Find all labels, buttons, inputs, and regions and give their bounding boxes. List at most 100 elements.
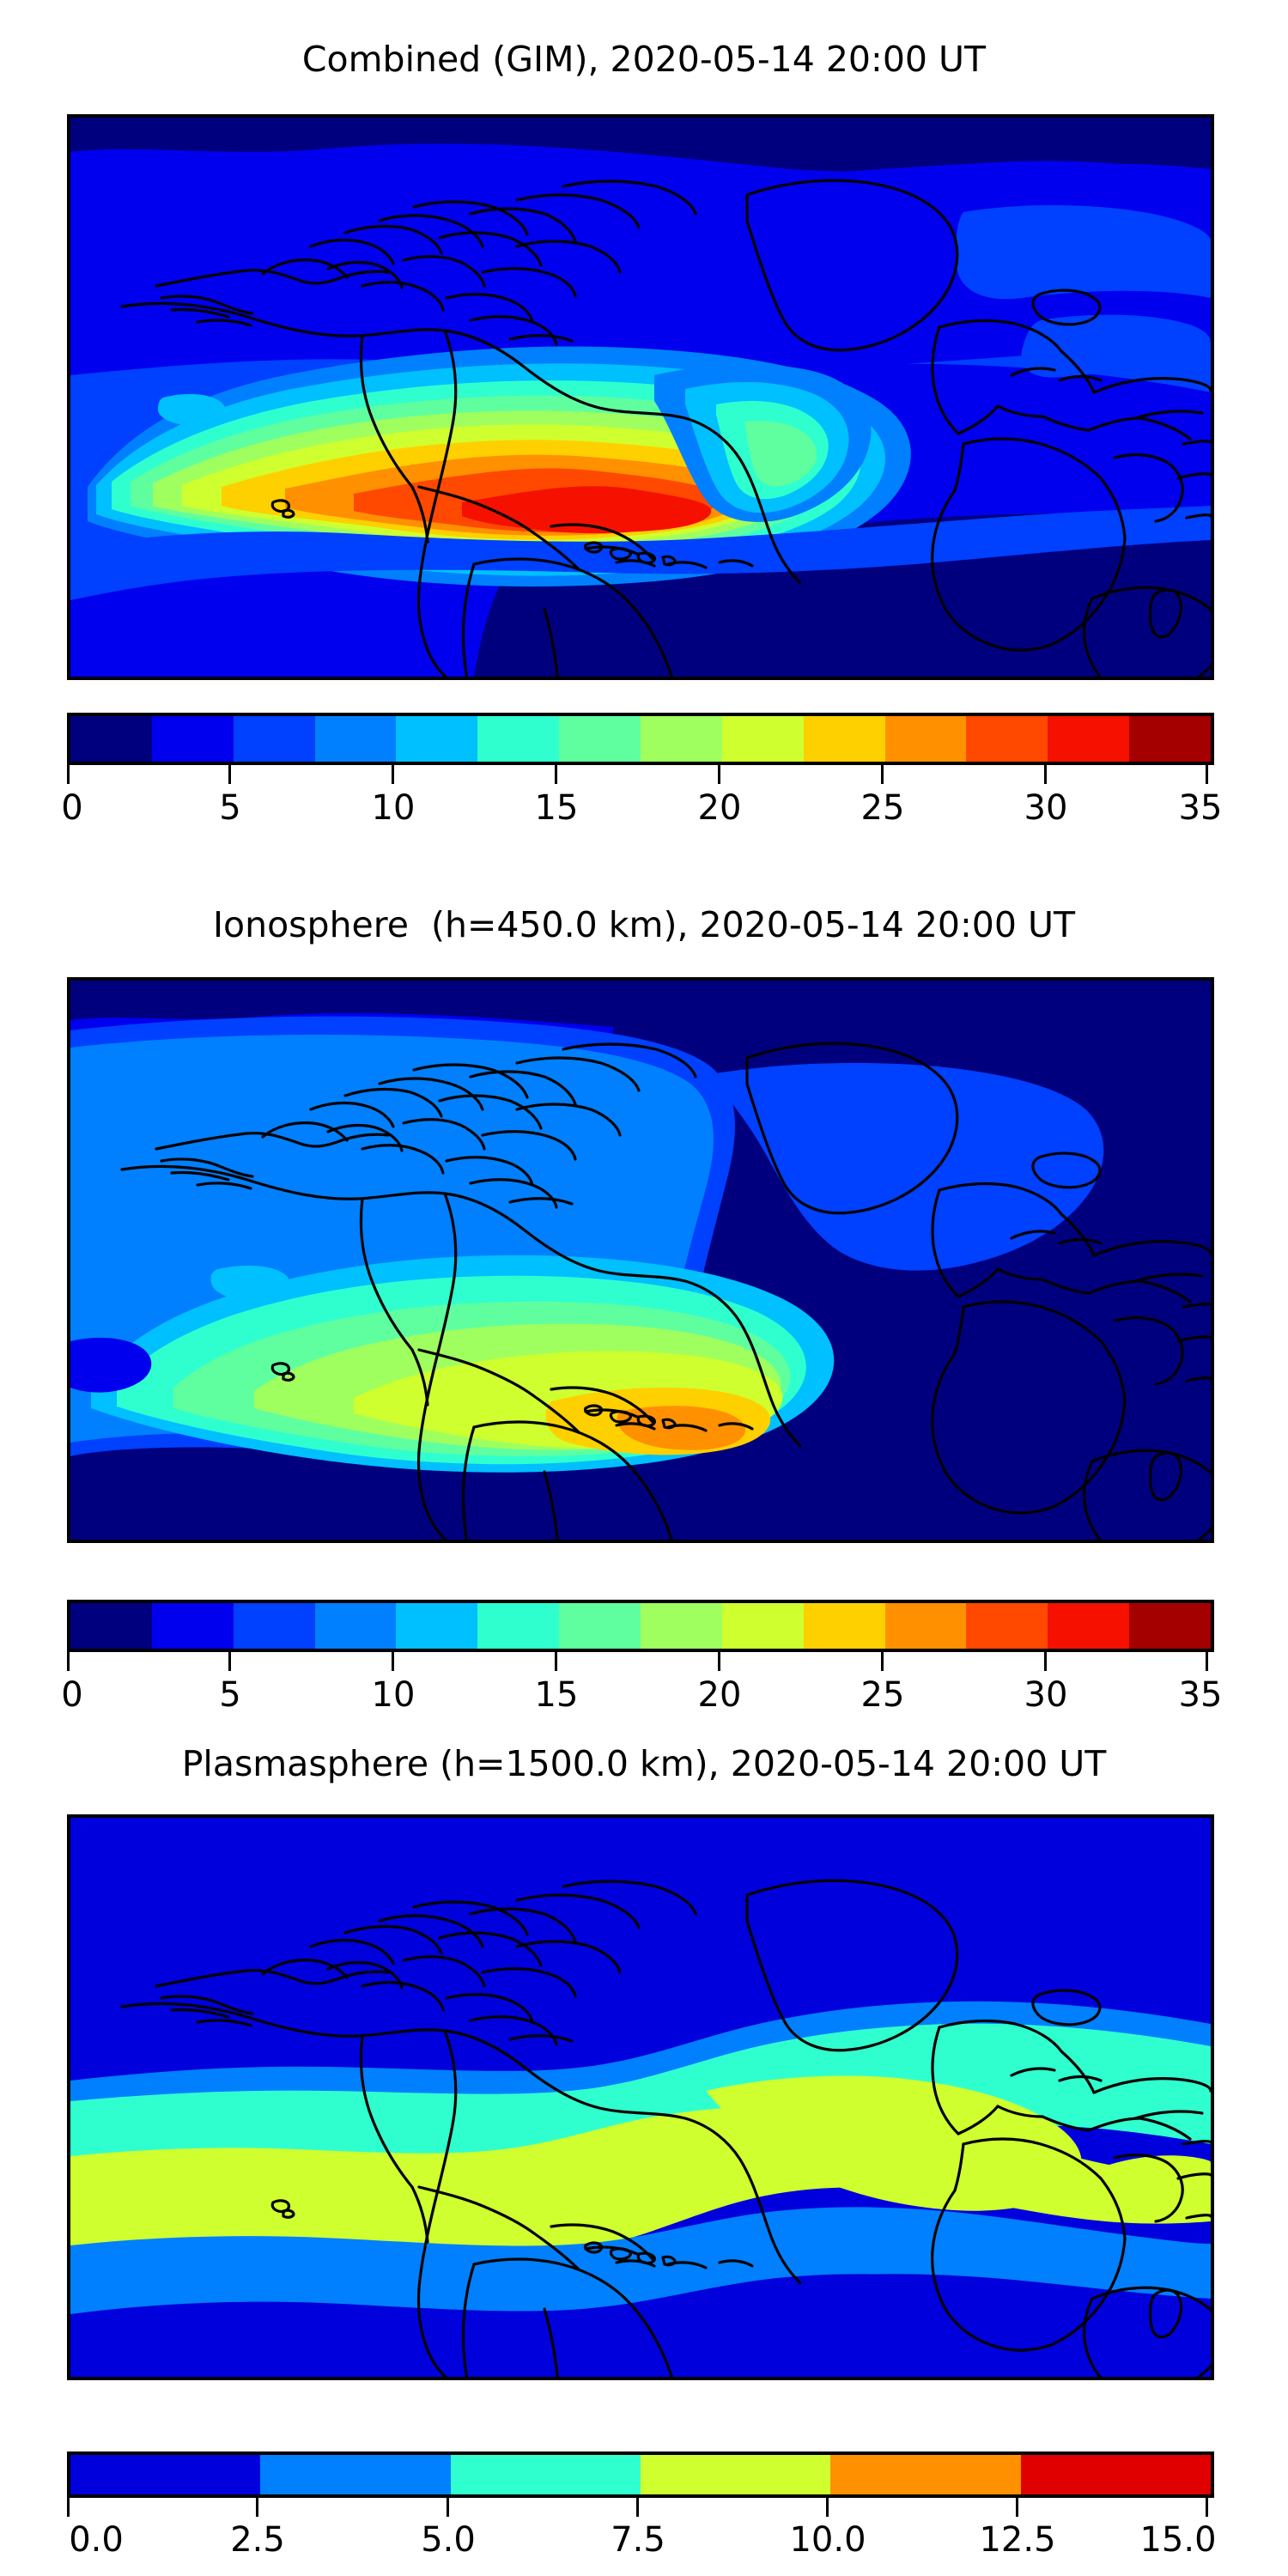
- tick-mark: [718, 765, 720, 784]
- coastlines-layer: [120, 1879, 1211, 2377]
- colorbar-segment: [641, 1603, 722, 1649]
- tick-mark: [555, 765, 557, 784]
- tick-label: 30: [1024, 788, 1068, 828]
- colorbar-segment: [70, 716, 152, 762]
- colorbar-segment: [559, 716, 641, 762]
- coastlines-layer: [120, 1042, 1211, 1540]
- tick-mark: [447, 2498, 449, 2517]
- colorbar-segment: [151, 716, 234, 762]
- tick-mark: [718, 1652, 720, 1671]
- tick-mark: [67, 2498, 70, 2517]
- colorbar-segment: [396, 1603, 478, 1649]
- tick-label: 5.0: [421, 2520, 476, 2560]
- colorbar-ticks-plasmasphere: 0.0 2.5 5.0 7.5 10.0 12.5 15.0: [67, 2451, 1217, 2576]
- tick-mark: [1044, 765, 1047, 784]
- panel-combined-gim: Combined (GIM), 2020-05-14 20:00 UT: [0, 0, 1288, 859]
- colorbar-segment: [641, 716, 722, 762]
- colorbar-segment: [1048, 1603, 1130, 1649]
- tick-label: 35: [1178, 1675, 1223, 1715]
- map-combined-gim: [67, 114, 1214, 680]
- colorbar-segment: [830, 2455, 1021, 2494]
- tick-label: 0: [61, 1675, 83, 1715]
- tick-mark: [826, 2498, 829, 2517]
- colorbar-segment: [721, 716, 804, 762]
- colorbar-combined: [67, 713, 1214, 765]
- tick-label: 20: [697, 788, 742, 828]
- colorbar-segment: [640, 2455, 831, 2494]
- tick-label: 15: [534, 1675, 579, 1715]
- colorbar-segment: [233, 1603, 315, 1649]
- tick-label: 12.5: [979, 2520, 1056, 2560]
- panel-plasmasphere: Plasmasphere (h=1500.0 km), 2020-05-14 2…: [0, 1726, 1288, 2576]
- tick-label: 10: [371, 788, 416, 828]
- tick-mark: [1016, 2498, 1018, 2517]
- tick-mark: [1206, 2498, 1208, 2517]
- colorbar-ionosphere: [67, 1600, 1214, 1652]
- tick-label: 10: [371, 1675, 416, 1715]
- map-svg-plasmasphere: [70, 1818, 1211, 2377]
- colorbar-segment: [1129, 1603, 1211, 1649]
- colorbar-ticks-combined: 0 5 10 15 20 25 30 35: [61, 713, 1222, 850]
- colorbar-segment: [966, 1603, 1048, 1649]
- tick-label: 5: [219, 788, 241, 828]
- tick-mark: [67, 765, 70, 784]
- colorbar-wrap-combined: 0 5 10 15 20 25 30 35: [61, 713, 1222, 850]
- colorbar-wrap-plasmasphere: 0.0 2.5 5.0 7.5 10.0 12.5 15.0: [67, 2451, 1217, 2576]
- tick-mark: [1206, 765, 1208, 784]
- tick-label: 0: [61, 788, 83, 828]
- coastlines-layer: [120, 179, 1211, 677]
- tick-mark: [555, 1652, 557, 1671]
- colorbar-segment: [884, 716, 967, 762]
- colorbar-segment: [151, 1603, 234, 1649]
- tick-label: 2.5: [230, 2520, 285, 2560]
- tick-mark: [228, 765, 231, 784]
- tick-label: 0.0: [69, 2520, 124, 2560]
- tick-label: 7.5: [611, 2520, 665, 2560]
- tick-mark: [256, 2498, 258, 2517]
- map-svg-combined: [70, 118, 1211, 677]
- tick-mark: [67, 1652, 70, 1671]
- tick-mark: [392, 765, 394, 784]
- colorbar-segment: [803, 716, 885, 762]
- colorbar-segment: [314, 1603, 397, 1649]
- colorbar-plasmasphere: [67, 2451, 1214, 2498]
- colorbar-segment: [233, 716, 315, 762]
- colorbar-segment: [803, 1603, 885, 1649]
- map-ionosphere: [67, 977, 1214, 1543]
- tick-label: 35: [1178, 788, 1223, 828]
- tick-label: 25: [860, 788, 905, 828]
- tick-mark: [881, 765, 884, 784]
- tick-label: 10.0: [789, 2520, 866, 2560]
- colorbar-segment: [450, 2455, 641, 2494]
- colorbar-segment: [396, 716, 478, 762]
- tick-mark: [1044, 1652, 1047, 1671]
- panel-title-ionosphere: Ionosphere (h=450.0 km), 2020-05-14 20:0…: [212, 904, 1076, 945]
- tick-mark: [1206, 1652, 1208, 1671]
- tick-label: 20: [697, 1675, 742, 1715]
- tick-mark: [228, 1652, 231, 1671]
- colorbar-segment: [314, 716, 397, 762]
- map-svg-ionosphere: [70, 981, 1211, 1540]
- tick-mark: [636, 2498, 639, 2517]
- colorbar-segment: [884, 1603, 967, 1649]
- map-plasmasphere: [67, 1814, 1214, 2380]
- panel-ionosphere: Ionosphere (h=450.0 km), 2020-05-14 20:0…: [0, 889, 1288, 1747]
- tick-mark: [881, 1652, 884, 1671]
- colorbar-segment: [559, 1603, 641, 1649]
- colorbar-segment: [721, 1603, 804, 1649]
- colorbar-segment: [1048, 716, 1130, 762]
- colorbar-segment: [1020, 2455, 1211, 2494]
- colorbar-segment: [477, 1603, 560, 1649]
- tick-label: 30: [1024, 1675, 1068, 1715]
- colorbar-wrap-ionosphere: 0 5 10 15 20 25 30 35: [61, 1600, 1222, 1737]
- tick-mark: [392, 1652, 394, 1671]
- tick-label: 5: [219, 1675, 241, 1715]
- colorbar-segment: [477, 716, 560, 762]
- colorbar-segment: [1129, 716, 1211, 762]
- colorbar-ticks-ionosphere: 0 5 10 15 20 25 30 35: [61, 1600, 1222, 1737]
- tick-label: 15.0: [1139, 2520, 1217, 2560]
- colorbar-segment: [70, 2455, 261, 2494]
- colorbar-segment: [70, 1603, 152, 1649]
- panel-title-plasmasphere: Plasmasphere (h=1500.0 km), 2020-05-14 2…: [181, 1743, 1107, 1784]
